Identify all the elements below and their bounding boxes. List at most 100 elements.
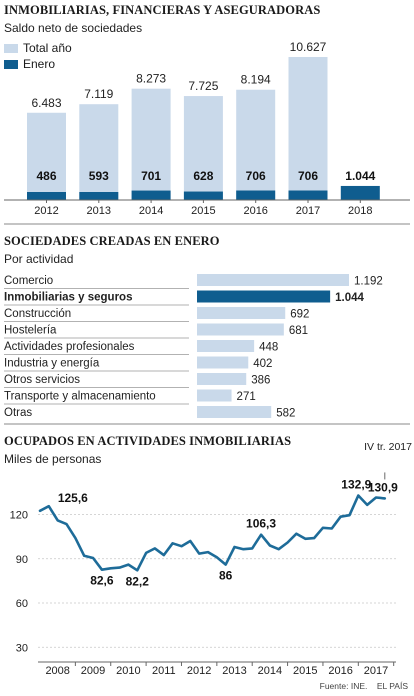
annotation-3: 86 <box>219 569 233 583</box>
hbar-0 <box>197 274 349 286</box>
value-label-0: 1.192 <box>354 276 383 288</box>
footer-source: Fuente: INE. <box>319 681 368 691</box>
bar-total-2015 <box>183 96 223 200</box>
hbar-6 <box>197 373 247 385</box>
label-enero-2014: 701 <box>141 169 161 183</box>
annotation-6: 130,9 <box>368 480 398 494</box>
legend-enero-swatch <box>4 60 18 69</box>
chart2-subtitle: Por actividad <box>4 252 74 266</box>
category-label-6: Otros servicios <box>4 374 80 386</box>
footer: Fuente: INE. EL PAÍS <box>320 681 408 691</box>
hbar-8 <box>197 406 272 418</box>
value-label-4: 448 <box>259 342 278 354</box>
legend-total: Total año <box>4 41 72 55</box>
legend-total-swatch <box>4 44 18 53</box>
bar-enero-2013 <box>79 192 119 200</box>
label-total-2012: 6.483 <box>31 96 61 110</box>
bar-total-2012 <box>27 112 66 200</box>
annotation-2: 82,2 <box>126 574 150 588</box>
xtick-2016: 2016 <box>243 205 267 217</box>
xtick-2014: 2014 <box>139 205 163 217</box>
xtick-2018: 2018 <box>348 205 372 217</box>
xtick-2015: 2015 <box>191 205 215 217</box>
xtick-2011: 2011 <box>152 665 176 677</box>
label-enero-2018: 1.044 <box>345 169 375 183</box>
label-total-2015: 7.725 <box>188 79 218 93</box>
hbar-5 <box>197 356 249 369</box>
xtick-2010: 2010 <box>116 665 140 677</box>
bar-total-2017 <box>288 57 328 200</box>
bar-enero-2018 <box>340 185 380 200</box>
chart2-title: SOCIEDADES CREADAS EN ENERO <box>4 234 220 248</box>
label-enero-2013: 593 <box>89 169 109 183</box>
category-label-2: Construcción <box>4 308 71 320</box>
chart3-subtitle: Miles de personas <box>4 452 102 466</box>
chart1-subtitle: Saldo neto de sociedades <box>4 21 143 35</box>
category-label-8: Otras <box>4 407 32 419</box>
xtick-2009: 2009 <box>81 665 105 677</box>
xtick-2014: 2014 <box>258 665 282 677</box>
annotation-0: 125,6 <box>58 491 88 505</box>
value-label-1: 1.044 <box>335 292 364 304</box>
xtick-2013: 2013 <box>222 665 246 677</box>
xtick-2016: 2016 <box>328 665 352 677</box>
value-label-6: 386 <box>251 375 270 387</box>
bar-enero-2016 <box>236 190 276 200</box>
legend-total-label: Total año <box>23 41 72 55</box>
ytick-90: 90 <box>16 554 28 566</box>
label-enero-2016: 706 <box>246 169 266 183</box>
xtick-2015: 2015 <box>293 665 317 677</box>
xtick-2017: 2017 <box>364 665 388 677</box>
label-enero-2012: 486 <box>36 169 56 183</box>
hbar-3 <box>197 323 284 336</box>
category-label-4: Actividades profesionales <box>4 341 135 353</box>
annotation-5: 132,9 <box>341 477 371 491</box>
bar-enero-2017 <box>288 190 328 200</box>
annotation-4: 106,3 <box>246 517 276 531</box>
bar-total-2014 <box>131 88 171 200</box>
ytick-120: 120 <box>10 510 28 522</box>
bar-total-2016 <box>236 89 276 200</box>
category-label-7: Transporte y almacenamiento <box>4 391 156 403</box>
value-label-8: 582 <box>276 408 295 420</box>
label-total-2013: 7.119 <box>84 87 113 101</box>
value-label-2: 692 <box>290 309 309 321</box>
hbar-chart-actividad: Comercio 1.192 Inmobiliarias y seguros 1.04… <box>4 274 410 425</box>
category-label-3: Hostelería <box>4 325 57 337</box>
value-label-7: 271 <box>237 391 256 403</box>
category-label-5: Industria y energía <box>4 358 100 370</box>
hbar-2 <box>197 307 286 319</box>
ytick-60: 60 <box>16 598 28 610</box>
label-enero-2017: 706 <box>298 169 318 183</box>
label-total-2016: 8.194 <box>241 73 271 87</box>
chart3-title: OCUPADOS EN ACTIVIDADES INMOBILIARIAS <box>4 434 292 448</box>
chart1-title: INMOBILIARIAS, FINANCIERAS Y ASEGURADORA… <box>4 3 321 17</box>
bar-chart-sociedades: 6.483 486 2012 7.119 593 2013 8.273 701 2014 7.72… <box>4 40 410 225</box>
xtick-2013: 2013 <box>87 205 111 217</box>
bar-enero-2014 <box>131 190 171 200</box>
line-chart-ocupados: 30 60 90 120 2008 2009 2010 2011 2012 2013 2014 201… <box>10 441 413 677</box>
bar-enero-2012 <box>27 192 66 200</box>
category-label-1: Inmobiliarias y seguros <box>4 292 132 304</box>
xtick-2017: 2017 <box>296 205 320 217</box>
footer-publisher: EL PAÍS <box>376 681 408 691</box>
series-line-ocupados <box>38 494 387 572</box>
hbar-4 <box>197 340 255 352</box>
label-total-2017: 10.627 <box>290 40 327 54</box>
xtick-2012: 2012 <box>34 205 58 217</box>
legend-enero-label: Enero <box>23 57 56 71</box>
hbar-7 <box>197 389 232 402</box>
category-label-0: Comercio <box>4 275 53 287</box>
xtick-2012: 2012 <box>187 665 211 677</box>
label-enero-2015: 628 <box>193 169 213 183</box>
value-label-3: 681 <box>289 325 308 337</box>
bar-enero-2015 <box>183 191 223 200</box>
bar-total-2013 <box>79 104 119 200</box>
legend-enero: Enero <box>4 57 55 71</box>
annotation-1: 82,6 <box>90 574 114 588</box>
ytick-30: 30 <box>16 642 28 654</box>
xtick-2008: 2008 <box>45 665 69 677</box>
note-label: IV tr. 2017 <box>364 441 412 453</box>
label-total-2014: 8.273 <box>136 72 166 86</box>
value-label-5: 402 <box>253 358 272 370</box>
